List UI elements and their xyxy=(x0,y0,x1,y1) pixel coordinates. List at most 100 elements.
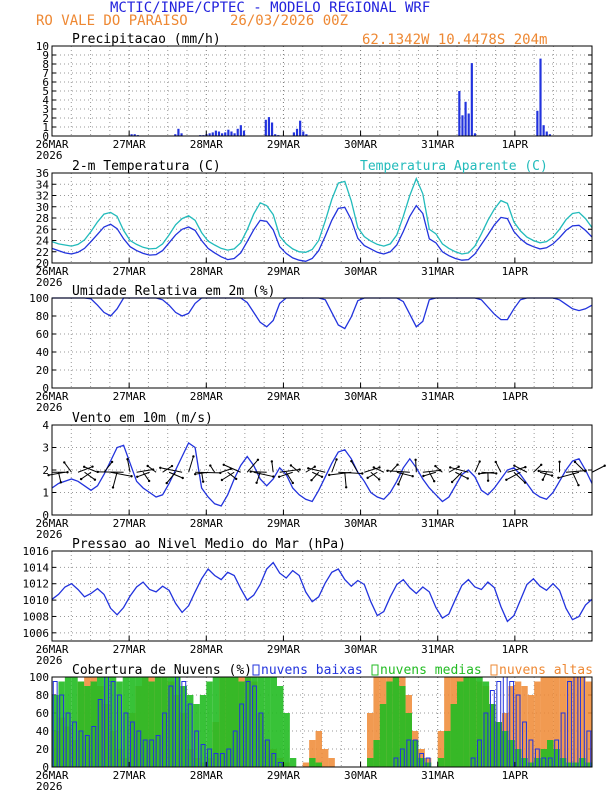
pres-xtick-label: 31MAR xyxy=(421,643,454,656)
cloud-bar-green xyxy=(52,695,59,767)
wind-vector xyxy=(311,471,320,481)
cloud-bar-green xyxy=(450,704,457,767)
cloud-bar-green xyxy=(559,758,567,767)
cloud-xtick-label: 28MAR xyxy=(190,769,223,782)
cloud-legend-swatch xyxy=(371,664,379,676)
rh-year-label: 2026 xyxy=(36,401,63,414)
wind-vector xyxy=(112,472,118,488)
wind-vector xyxy=(507,466,526,473)
cloud-bar-green xyxy=(566,762,573,767)
wind-vector-head xyxy=(449,466,452,469)
wind-vector xyxy=(305,466,316,473)
wind-vector-head xyxy=(220,478,224,482)
wind-vector xyxy=(147,465,157,473)
cloud-bar-green xyxy=(270,677,277,767)
temp-ytick-label: 22 xyxy=(36,246,49,259)
location-label: RO VALE DO PARAISO xyxy=(36,13,188,29)
wind-vector-head xyxy=(541,478,545,481)
wind-frame xyxy=(51,424,593,516)
temp-ytick-label: 32 xyxy=(36,190,49,203)
cloud-bar-orange xyxy=(508,686,515,767)
wind-vector xyxy=(160,467,183,473)
rh-xtick-label: 31MAR xyxy=(421,390,454,403)
wind-vector-head xyxy=(63,461,66,464)
wind-vector-head xyxy=(219,471,222,475)
wind-line-blue xyxy=(51,442,593,507)
cloud-bar-green xyxy=(547,740,554,767)
precip-ytick-label: 10 xyxy=(36,40,49,53)
cloud-xtick-label: 31MAR xyxy=(421,769,454,782)
cloud-bar-green xyxy=(521,758,528,767)
precip-bar xyxy=(224,132,227,136)
wind-vector-head xyxy=(59,481,63,484)
cloud-bar-orange xyxy=(572,677,580,767)
cloud-bar-orange xyxy=(514,681,522,767)
wind-vector-head xyxy=(93,478,97,481)
cloud-legend-label: nuvens altas xyxy=(499,663,593,678)
wind-vector-head xyxy=(126,458,129,461)
wind-vector xyxy=(396,471,413,477)
wind-vector-head xyxy=(192,455,195,458)
wind-vector-head xyxy=(350,459,353,463)
wind-vector-head xyxy=(558,460,561,464)
rh-xtick-label: 26MAR xyxy=(35,390,68,403)
temp-xtick-label: 30MAR xyxy=(344,265,377,278)
temp-frame xyxy=(51,172,593,264)
precip-bar xyxy=(302,131,305,136)
wind-xtick-label: 1APR xyxy=(502,517,529,530)
cloud-legend-label: nuvens medias xyxy=(380,663,482,678)
wind-xtick-label: 30MAR xyxy=(344,517,377,530)
cloud-bar-green xyxy=(476,677,483,767)
cloud-bar-green xyxy=(180,686,187,767)
wind-vector-head xyxy=(234,477,238,481)
wind-vector xyxy=(278,471,293,478)
cloud-bar-green xyxy=(206,681,213,767)
wind-vector xyxy=(256,472,261,483)
cloud-bar-orange xyxy=(547,677,554,767)
wind-vector xyxy=(329,471,352,476)
temp-xtick-label: 29MAR xyxy=(267,265,300,278)
wind-vector xyxy=(137,471,150,478)
wind-ytick-label: 3 xyxy=(42,442,49,455)
wind-vector-head xyxy=(557,476,560,480)
pres-ytick-label: 1010 xyxy=(23,594,50,607)
precip-bar xyxy=(221,133,224,136)
cloud-bar-green xyxy=(135,677,142,767)
wind-vector xyxy=(591,465,605,473)
wind-vector-head xyxy=(201,480,205,483)
wind-vector xyxy=(166,471,177,484)
temp-ytick-label: 20 xyxy=(36,257,49,270)
cloud-xtick-label: 1APR xyxy=(502,769,529,782)
wind-vector-head xyxy=(165,481,168,485)
temp-ytick-label: 34 xyxy=(36,178,50,191)
wind-vector xyxy=(136,469,154,473)
pres-xtick-label: 27MAR xyxy=(113,643,146,656)
wind-vector-head xyxy=(256,458,260,461)
wind-vector xyxy=(572,472,579,486)
temp-xtick-label: 26MAR xyxy=(35,265,68,278)
wind-ytick-label: 1 xyxy=(42,487,49,500)
cloud-bar-green xyxy=(489,704,496,767)
wind-vector xyxy=(220,468,231,473)
wind-vector-head xyxy=(147,479,151,483)
temp-year-label: 2026 xyxy=(36,276,63,289)
pres-xtick-label: 28MAR xyxy=(190,643,223,656)
cloud-bar-green xyxy=(142,677,149,767)
cloud-bar-green xyxy=(399,686,406,767)
wind-vector-head xyxy=(414,458,417,462)
precip-bar xyxy=(242,130,246,136)
precip-bar xyxy=(211,132,214,136)
cloud-bar-orange xyxy=(373,677,380,767)
precip-bar xyxy=(274,134,277,136)
cloud-bar-green xyxy=(264,677,271,767)
cloud-bar-green xyxy=(219,677,226,767)
pres-xtick-label: 30MAR xyxy=(344,643,377,656)
wind-vector-head xyxy=(328,473,331,477)
temp-line-blue xyxy=(51,204,593,262)
cloud-bar-green xyxy=(495,722,502,767)
wind-vector-head xyxy=(136,475,139,478)
precip-title: Precipitacao (mm/h) xyxy=(72,32,221,47)
wind-vector xyxy=(201,472,204,482)
cloud-bar-green xyxy=(161,677,168,767)
